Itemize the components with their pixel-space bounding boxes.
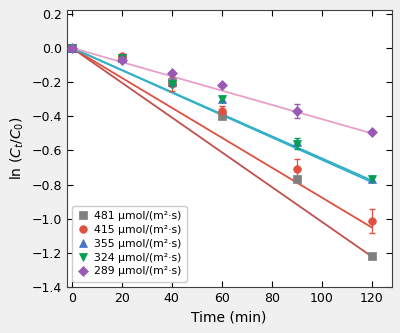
355 μmol/(m²·s) bbox=[69, 46, 74, 50]
289 μmol/(m²·s) bbox=[294, 109, 299, 113]
Line: 355 μmol/(m²·s): 355 μmol/(m²·s) bbox=[68, 44, 376, 183]
324 μmol/(m²·s) bbox=[369, 177, 374, 181]
415 μmol/(m²·s) bbox=[294, 167, 299, 171]
Line: 481 μmol/(m²·s): 481 μmol/(m²·s) bbox=[68, 44, 376, 260]
355 μmol/(m²·s) bbox=[294, 140, 299, 144]
415 μmol/(m²·s) bbox=[169, 82, 174, 86]
324 μmol/(m²·s) bbox=[219, 97, 224, 101]
481 μmol/(m²·s) bbox=[219, 114, 224, 118]
481 μmol/(m²·s) bbox=[169, 80, 174, 84]
289 μmol/(m²·s) bbox=[169, 72, 174, 76]
Line: 324 μmol/(m²·s): 324 μmol/(m²·s) bbox=[68, 44, 376, 183]
481 μmol/(m²·s) bbox=[294, 177, 299, 181]
481 μmol/(m²·s) bbox=[119, 56, 124, 60]
324 μmol/(m²·s) bbox=[119, 56, 124, 60]
324 μmol/(m²·s) bbox=[294, 142, 299, 146]
355 μmol/(m²·s) bbox=[219, 97, 224, 101]
481 μmol/(m²·s) bbox=[369, 254, 374, 258]
324 μmol/(m²·s) bbox=[169, 82, 174, 86]
Line: 415 μmol/(m²·s): 415 μmol/(m²·s) bbox=[68, 44, 376, 224]
415 μmol/(m²·s) bbox=[119, 54, 124, 58]
289 μmol/(m²·s) bbox=[69, 46, 74, 50]
289 μmol/(m²·s) bbox=[119, 58, 124, 62]
415 μmol/(m²·s) bbox=[69, 46, 74, 50]
415 μmol/(m²·s) bbox=[219, 109, 224, 113]
355 μmol/(m²·s) bbox=[169, 80, 174, 84]
Y-axis label: ln ($C_t$/$C_0$): ln ($C_t$/$C_0$) bbox=[8, 117, 26, 180]
289 μmol/(m²·s) bbox=[219, 84, 224, 88]
289 μmol/(m²·s) bbox=[369, 130, 374, 134]
Legend: 481 μmol/(m²·s), 415 μmol/(m²·s), 355 μmol/(m²·s), 324 μmol/(m²·s), 289 μmol/(m²: 481 μmol/(m²·s), 415 μmol/(m²·s), 355 μm… bbox=[72, 206, 186, 282]
Line: 289 μmol/(m²·s): 289 μmol/(m²·s) bbox=[68, 44, 376, 136]
481 μmol/(m²·s) bbox=[69, 46, 74, 50]
X-axis label: Time (min): Time (min) bbox=[192, 311, 267, 325]
355 μmol/(m²·s) bbox=[369, 177, 374, 181]
415 μmol/(m²·s) bbox=[369, 218, 374, 222]
355 μmol/(m²·s) bbox=[119, 56, 124, 60]
324 μmol/(m²·s) bbox=[69, 46, 74, 50]
